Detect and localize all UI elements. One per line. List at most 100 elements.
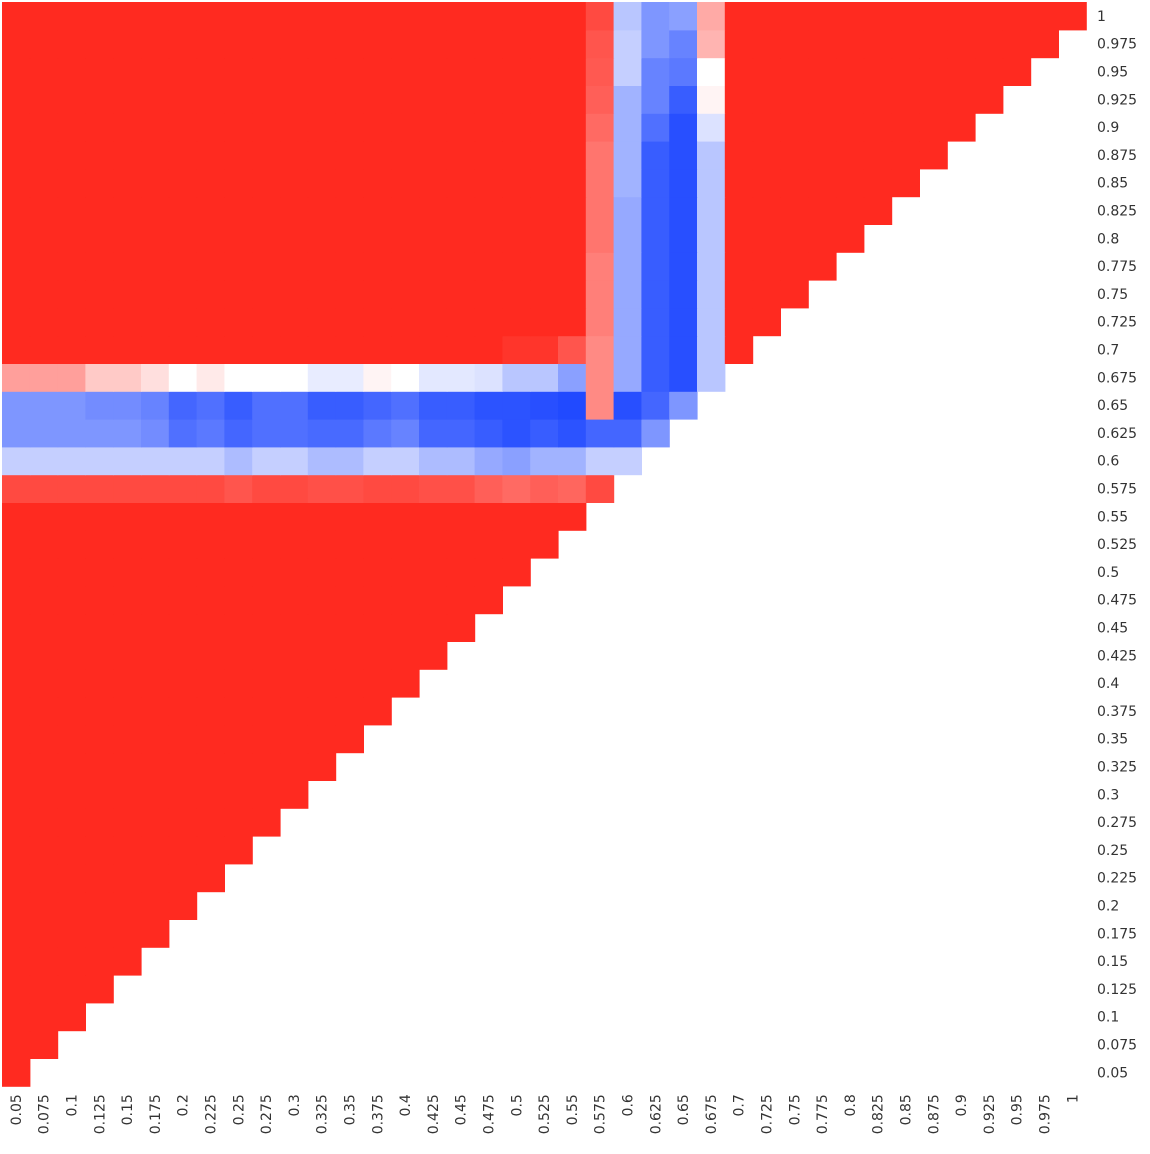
heatmap-cell (947, 85, 976, 114)
heatmap-cell (391, 307, 420, 337)
heatmap-cell (446, 2, 476, 31)
heatmap-cell (446, 168, 476, 198)
heatmap-cell (141, 585, 170, 615)
heatmap-cell (29, 168, 59, 198)
heatmap-cell (780, 57, 809, 86)
heatmap-cell (196, 391, 225, 420)
heatmap-cell (307, 57, 337, 86)
heatmap-cell (363, 2, 392, 31)
x-tick-label: 0.05 (9, 1094, 25, 1125)
heatmap-cell (585, 419, 615, 448)
heatmap-cell (85, 280, 114, 309)
heatmap-cell (252, 613, 281, 642)
heatmap-cell (307, 29, 337, 59)
heatmap-cell (307, 307, 337, 337)
heatmap-cell (585, 335, 615, 364)
heatmap-cell (697, 141, 726, 170)
y-tick-label: 0.35 (1097, 732, 1128, 748)
heatmap-cell (697, 2, 726, 31)
heatmap-cell (168, 558, 198, 587)
heatmap-cell (502, 391, 531, 420)
y-axis-tick-labels: 0.05 0.075 0.1 0.125 0.15 0.175 0.2 0.225 0.25 0.… (1097, 9, 1137, 1081)
y-tick-label: 0.45 (1097, 621, 1128, 637)
heatmap-cell (446, 363, 476, 392)
heatmap-cell (752, 113, 781, 142)
x-tick-label: 0.725 (760, 1094, 776, 1134)
heatmap-cell (335, 669, 364, 698)
heatmap-cell (224, 780, 253, 809)
heatmap-cell (724, 2, 754, 31)
heatmap-cell (363, 530, 392, 559)
heatmap-cell (85, 419, 114, 448)
heatmap-cell (307, 474, 337, 503)
heatmap-cell (641, 224, 670, 253)
heatmap-cell (224, 697, 253, 726)
heatmap-cell (780, 252, 809, 281)
heatmap-cell (474, 307, 503, 337)
y-tick-label: 0.65 (1097, 398, 1128, 414)
heatmap-cell (613, 419, 642, 448)
heatmap-cell (724, 57, 754, 86)
heatmap-cell (363, 57, 392, 86)
heatmap-cell (891, 57, 920, 86)
heatmap-cell (2, 141, 31, 170)
heatmap-cell (836, 168, 865, 198)
heatmap-cell (419, 335, 448, 364)
heatmap-cell (613, 307, 642, 337)
heatmap-cell (224, 419, 253, 448)
heatmap-cell (558, 85, 587, 114)
heatmap-cell (196, 446, 225, 476)
heatmap-cell (502, 168, 531, 198)
heatmap-cell (558, 196, 587, 225)
heatmap-cell (141, 558, 170, 587)
y-tick-label: 0.05 (1097, 1065, 1128, 1081)
heatmap-cell (446, 335, 476, 364)
heatmap-cell (919, 57, 948, 86)
heatmap-cell (113, 141, 142, 170)
heatmap-cell (224, 724, 253, 754)
heatmap-cell (113, 2, 142, 31)
heatmap-cell (141, 808, 170, 837)
heatmap-cell (57, 168, 86, 198)
heatmap-cell (780, 113, 809, 142)
heatmap-cell (57, 585, 86, 615)
heatmap-cell (947, 2, 976, 31)
heatmap-cell (391, 85, 420, 114)
heatmap-cell (335, 697, 364, 726)
heatmap-cell (808, 85, 837, 114)
heatmap-cell (474, 502, 503, 531)
heatmap-cell (419, 474, 448, 503)
heatmap-cell (363, 641, 392, 670)
heatmap-cell (363, 391, 392, 420)
heatmap-cell (141, 307, 170, 337)
heatmap-cell (141, 391, 170, 420)
heatmap-cell (391, 530, 420, 559)
heatmap-cell (168, 641, 198, 670)
heatmap-cell (419, 446, 448, 476)
heatmap-cell (307, 363, 337, 392)
heatmap-cell (280, 335, 309, 364)
heatmap-cell (168, 808, 198, 837)
heatmap-cell (558, 363, 587, 392)
heatmap-cell (57, 780, 86, 809)
heatmap-cell (669, 224, 698, 253)
x-tick-label: 0.475 (482, 1094, 498, 1134)
heatmap-cell (558, 141, 587, 170)
heatmap-cell (808, 2, 837, 31)
heatmap-cell (2, 113, 31, 142)
heatmap-cell (29, 29, 59, 59)
heatmap-cell (502, 502, 531, 531)
heatmap-cell (252, 752, 281, 781)
heatmap-cell (141, 141, 170, 170)
heatmap-cell (196, 724, 225, 754)
heatmap-cell (280, 669, 309, 698)
heatmap-cell (224, 641, 253, 670)
heatmap-cell (919, 2, 948, 31)
heatmap-cell (2, 919, 31, 948)
heatmap-cell (252, 307, 281, 337)
heatmap-cell (724, 168, 754, 198)
heatmap-cell (307, 558, 337, 587)
heatmap-cell (558, 252, 587, 281)
heatmap-cell (196, 85, 225, 114)
heatmap-cell (29, 113, 59, 142)
